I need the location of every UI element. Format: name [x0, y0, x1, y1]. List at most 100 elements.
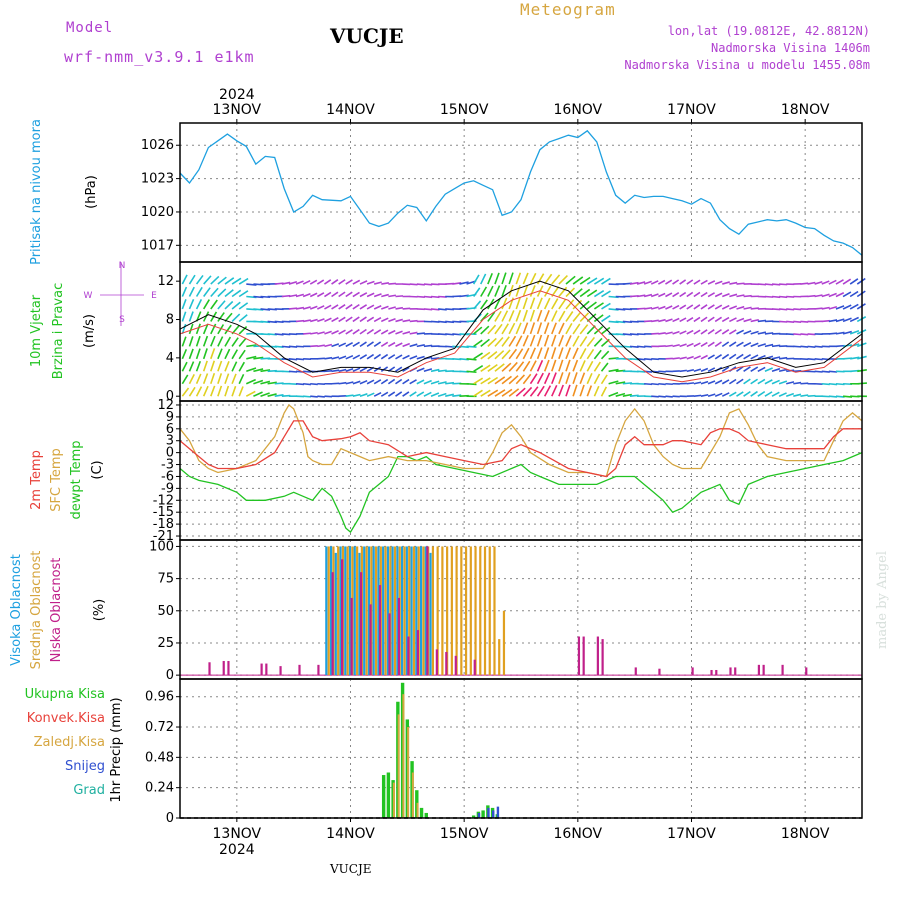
wind-arrow — [551, 322, 557, 335]
wind-arrow — [231, 337, 239, 347]
precip-bar-2 — [491, 810, 495, 818]
wind-arrow — [345, 368, 354, 373]
pressure-tick-label: 1017 — [141, 238, 174, 253]
wind-arrow — [757, 378, 766, 385]
wind-arrow — [778, 368, 788, 373]
wind-arrow — [608, 380, 619, 385]
wind-arrow — [501, 362, 512, 372]
wind-arrow — [231, 277, 242, 285]
wind-arrow — [707, 341, 715, 348]
wind-arrow — [423, 379, 432, 385]
wind-arrow — [743, 294, 752, 298]
wind-arrow — [210, 348, 216, 360]
wind-arrow — [210, 323, 217, 335]
cloud-bar-2 — [350, 597, 353, 676]
wind-arrow — [309, 305, 318, 310]
wind-arrow — [487, 389, 499, 397]
pressure-frame — [179, 122, 863, 263]
wind-arrow — [615, 392, 626, 397]
wind-arrow — [828, 279, 837, 285]
wind-arrow — [778, 380, 788, 385]
wind-arrow — [764, 391, 773, 397]
wind-arrow — [181, 299, 187, 310]
wind-arrow — [644, 382, 653, 386]
wind-arrow — [395, 330, 403, 335]
wind-arrow — [253, 391, 263, 397]
cloud-bar-2 — [445, 651, 448, 676]
wind-arrow — [217, 360, 223, 372]
wind-arrow — [480, 389, 491, 397]
wind-arrow — [543, 297, 551, 310]
cloud-bar-2 — [341, 559, 344, 676]
wind-arrow — [338, 368, 347, 373]
wind-arrow — [395, 306, 404, 310]
wind-arrow — [565, 323, 573, 335]
cloud-bar-1 — [403, 546, 406, 676]
wind-arrow — [508, 272, 514, 285]
cloud-bar-2 — [473, 659, 476, 676]
wind-arrow — [700, 354, 708, 360]
wind-arrow — [210, 360, 216, 372]
cloud-bar-2 — [331, 572, 334, 676]
wind-arrow — [714, 392, 723, 397]
wind-arrow — [651, 395, 659, 398]
wind-arrow — [842, 330, 852, 335]
wind-arrow — [395, 366, 403, 372]
wind-arrow — [501, 297, 508, 310]
wind-arrow — [260, 380, 271, 385]
precip-legend-item: Konvek.Kisa — [27, 711, 105, 726]
wind-arrow — [352, 316, 360, 323]
wind-arrow — [601, 302, 611, 310]
wind-arrow — [359, 341, 367, 348]
wind-arrow — [217, 385, 223, 397]
wind-arrow — [195, 286, 203, 297]
wind-arrow — [565, 359, 571, 372]
cloud-bar-2 — [691, 667, 694, 676]
cloud-bar-0 — [400, 546, 404, 676]
wind-arrow — [572, 323, 581, 335]
wind-arrow — [842, 317, 852, 323]
wind-arrow — [779, 283, 788, 286]
wind-arrow — [395, 318, 403, 323]
wind-arrow — [437, 392, 447, 397]
wind-arrow — [515, 309, 522, 322]
wind-arrow — [764, 379, 773, 385]
model-elevation-label: Nadmorska Visina u modelu 1455.08m — [624, 58, 870, 72]
wind-arrow — [658, 292, 666, 298]
wind-arrow — [188, 298, 195, 310]
top-day-label: 14NOV — [326, 102, 375, 118]
wind-arrow — [565, 384, 571, 397]
wind-arrow — [786, 308, 795, 311]
wind-arrow — [480, 286, 488, 297]
wind-arrow — [487, 298, 495, 310]
wind-arrow — [736, 305, 745, 310]
wind-arrow — [473, 326, 483, 335]
wind-arrow — [586, 325, 596, 335]
wind-arrow — [238, 302, 249, 310]
wind-arrow — [515, 322, 522, 335]
precip-legend-item: Zaledj.Kisa — [34, 735, 105, 750]
wind-arrow — [721, 379, 730, 385]
wind-arrow — [565, 372, 571, 384]
cloud-axis-label-mid: Srednja Oblacnost — [29, 551, 44, 670]
cloud-bar-1 — [498, 639, 501, 676]
wind-arrow — [345, 279, 353, 285]
wind-arrow — [480, 338, 490, 347]
wind-arrow — [210, 373, 216, 385]
wind-arrow — [181, 274, 188, 285]
wind-arrow — [317, 344, 325, 348]
wind-arrow — [522, 347, 530, 360]
wind-arrow — [345, 316, 353, 323]
wind-arrow — [522, 309, 528, 322]
wind-arrow — [487, 376, 499, 385]
precip-legend-item: Snijeg — [65, 759, 105, 774]
wind-arrow — [750, 366, 759, 372]
wind-arrow — [800, 394, 809, 397]
precip-bar-1 — [392, 782, 395, 818]
wind-arrow — [310, 382, 318, 386]
wind-arrow — [665, 318, 673, 323]
wind-speed-line-red — [179, 290, 863, 383]
wind-arrow — [188, 386, 196, 397]
wind-arrow — [544, 273, 553, 285]
